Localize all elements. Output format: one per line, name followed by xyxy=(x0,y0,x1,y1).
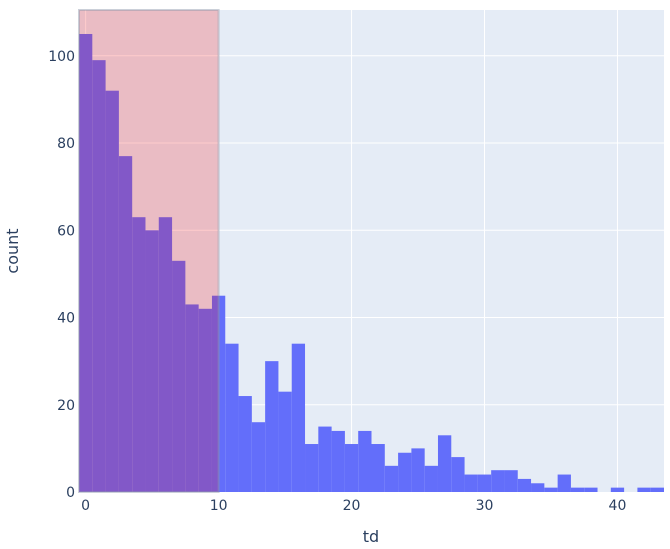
y-tick-label: 100 xyxy=(48,49,75,65)
bars xyxy=(79,33,664,492)
bar xyxy=(517,478,532,492)
bar xyxy=(424,465,438,492)
bar xyxy=(105,90,119,492)
bar xyxy=(344,444,359,492)
bar xyxy=(451,457,465,492)
y-axis-title: count xyxy=(3,228,22,273)
x-tick-label: 10 xyxy=(210,498,228,514)
x-tick-label: 20 xyxy=(343,498,361,514)
shaded-region xyxy=(78,9,220,493)
bar xyxy=(132,217,146,492)
bar xyxy=(92,60,106,492)
y-tick-label: 60 xyxy=(57,223,75,239)
bar xyxy=(504,470,518,492)
bar xyxy=(610,487,625,492)
y-tick-label: 0 xyxy=(66,485,75,501)
bar xyxy=(145,230,159,492)
bar xyxy=(650,487,664,492)
bar xyxy=(251,422,266,492)
bar xyxy=(305,444,319,492)
bar xyxy=(398,452,412,492)
y-tick-label: 40 xyxy=(57,311,75,327)
bar xyxy=(278,391,292,492)
bar xyxy=(225,343,239,492)
y-tick-label: 20 xyxy=(57,398,75,414)
bar xyxy=(570,487,585,492)
bar xyxy=(211,295,226,492)
bar xyxy=(318,426,332,492)
x-axis-title: td xyxy=(363,527,379,546)
y-tick-label: 80 xyxy=(57,136,75,152)
bar xyxy=(531,483,545,492)
shapes xyxy=(78,9,220,493)
bar xyxy=(172,260,186,492)
bar xyxy=(331,430,345,492)
x-tick-label: 40 xyxy=(609,498,627,514)
bar xyxy=(291,343,306,492)
x-tick-label: 30 xyxy=(476,498,494,514)
bar xyxy=(371,444,385,492)
bar xyxy=(544,487,558,492)
bar xyxy=(158,217,173,492)
bar xyxy=(185,304,199,492)
bar xyxy=(637,487,651,492)
bar xyxy=(464,474,478,492)
bar xyxy=(437,435,452,492)
ticks: 0 20 40 60 80 100 0 10 20 30 40 xyxy=(48,49,626,514)
bar xyxy=(358,430,372,492)
bar xyxy=(238,396,252,492)
bar xyxy=(118,156,133,492)
bar xyxy=(265,361,279,492)
bar xyxy=(477,474,492,492)
bar xyxy=(198,308,212,492)
bar xyxy=(384,465,399,492)
bar xyxy=(411,448,425,492)
bar xyxy=(79,33,93,492)
x-tick-label: 0 xyxy=(81,498,90,514)
bar xyxy=(491,470,505,492)
bar xyxy=(557,474,571,492)
bar xyxy=(584,487,598,492)
